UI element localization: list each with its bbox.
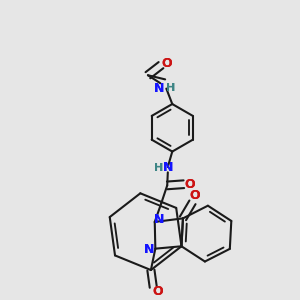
Text: O: O — [152, 285, 163, 298]
Text: N: N — [154, 213, 164, 226]
Text: H: H — [154, 163, 164, 172]
Text: H: H — [154, 163, 164, 172]
Text: N: N — [144, 243, 154, 256]
Text: O: O — [184, 178, 195, 191]
Text: N: N — [154, 82, 164, 94]
Text: O: O — [162, 57, 172, 70]
Text: O: O — [152, 285, 163, 298]
Text: N: N — [154, 213, 164, 226]
Text: N: N — [163, 161, 174, 174]
Text: N: N — [144, 243, 154, 256]
Text: O: O — [184, 178, 195, 191]
Text: H: H — [166, 83, 175, 93]
Text: O: O — [189, 189, 200, 202]
Text: H: H — [166, 83, 175, 93]
Text: O: O — [189, 189, 200, 202]
Text: N: N — [154, 82, 164, 94]
Text: O: O — [162, 57, 172, 70]
Text: N: N — [163, 161, 174, 174]
